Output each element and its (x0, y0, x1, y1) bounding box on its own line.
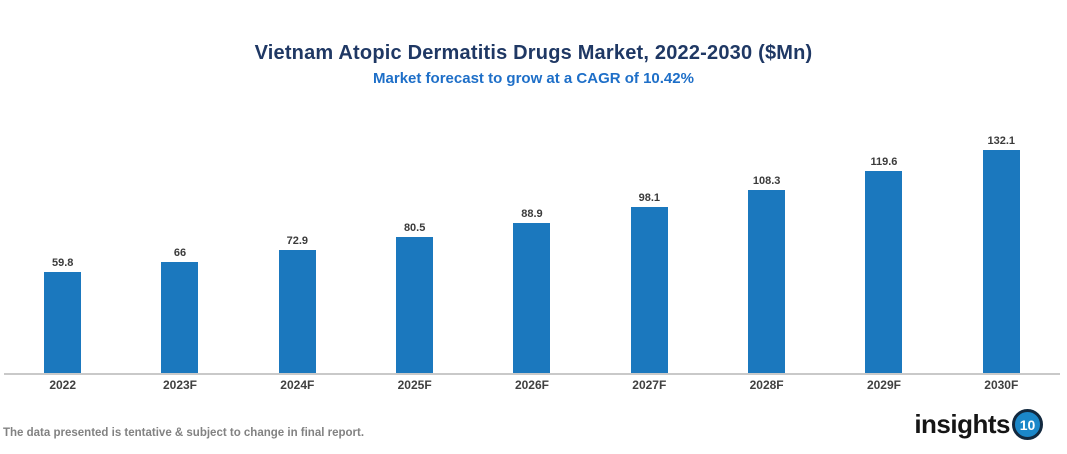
chart-title: Vietnam Atopic Dermatitis Drugs Market, … (254, 42, 813, 64)
bar-column: 98.1 (591, 192, 708, 373)
bar-column: 66 (121, 247, 238, 373)
x-tick-label: 2028F (749, 378, 784, 392)
bar-value-label: 72.9 (286, 235, 309, 247)
chart-subtitle: Market forecast to grow at a CAGR of 10.… (373, 70, 694, 87)
x-tick-label: 2024F (280, 378, 315, 392)
bar (396, 237, 434, 373)
bar (865, 171, 903, 373)
bar-column: 72.9 (239, 235, 356, 373)
bar-value-label: 98.1 (638, 192, 661, 204)
x-tick-label: 2023F (162, 378, 197, 392)
logo-badge-10: 10 (1012, 409, 1043, 440)
bar (748, 190, 786, 373)
bar-column: 119.6 (825, 156, 942, 373)
x-tick-label: 2022 (49, 378, 77, 392)
bar-value-label: 66 (173, 247, 187, 259)
bar-column: 80.5 (356, 222, 473, 373)
insights10-logo: insights 10 (914, 405, 1043, 440)
bar (982, 150, 1020, 373)
bar-value-label: 132.1 (987, 135, 1016, 147)
x-tick-label: 2027F (632, 378, 667, 392)
x-tick-label: 2029F (866, 378, 901, 392)
bar (161, 262, 199, 373)
bar-value-label: 108.3 (752, 175, 781, 187)
bar-column: 108.3 (708, 175, 825, 373)
logo-text: insights (914, 409, 1010, 439)
x-tick-label: 2030F (984, 378, 1019, 392)
x-tick-label: 2026F (514, 378, 549, 392)
bar-column: 132.1 (943, 135, 1060, 373)
bar-column: 88.9 (473, 208, 590, 373)
bar-value-label: 59.8 (51, 257, 74, 269)
plot-area: 59.8 66 72.9 80.5 88.9 98.1 108.3 119.6 132.1 (4, 120, 1060, 375)
bar-value-label: 119.6 (870, 156, 898, 168)
bar-value-label: 88.9 (521, 208, 543, 220)
bar (630, 207, 668, 373)
x-axis: 2022 2023F 2024F 2025F 2026F 2027F 2028F 2029F 2… (4, 378, 1060, 392)
bar (513, 223, 551, 373)
bar (44, 272, 82, 373)
bar-column: 59.8 (4, 257, 121, 373)
footer-disclaimer: The data presented is tentative & subjec… (3, 427, 365, 439)
bar (278, 250, 316, 373)
x-tick-label: 2025F (397, 378, 432, 392)
bar-value-label: 80.5 (403, 222, 426, 234)
